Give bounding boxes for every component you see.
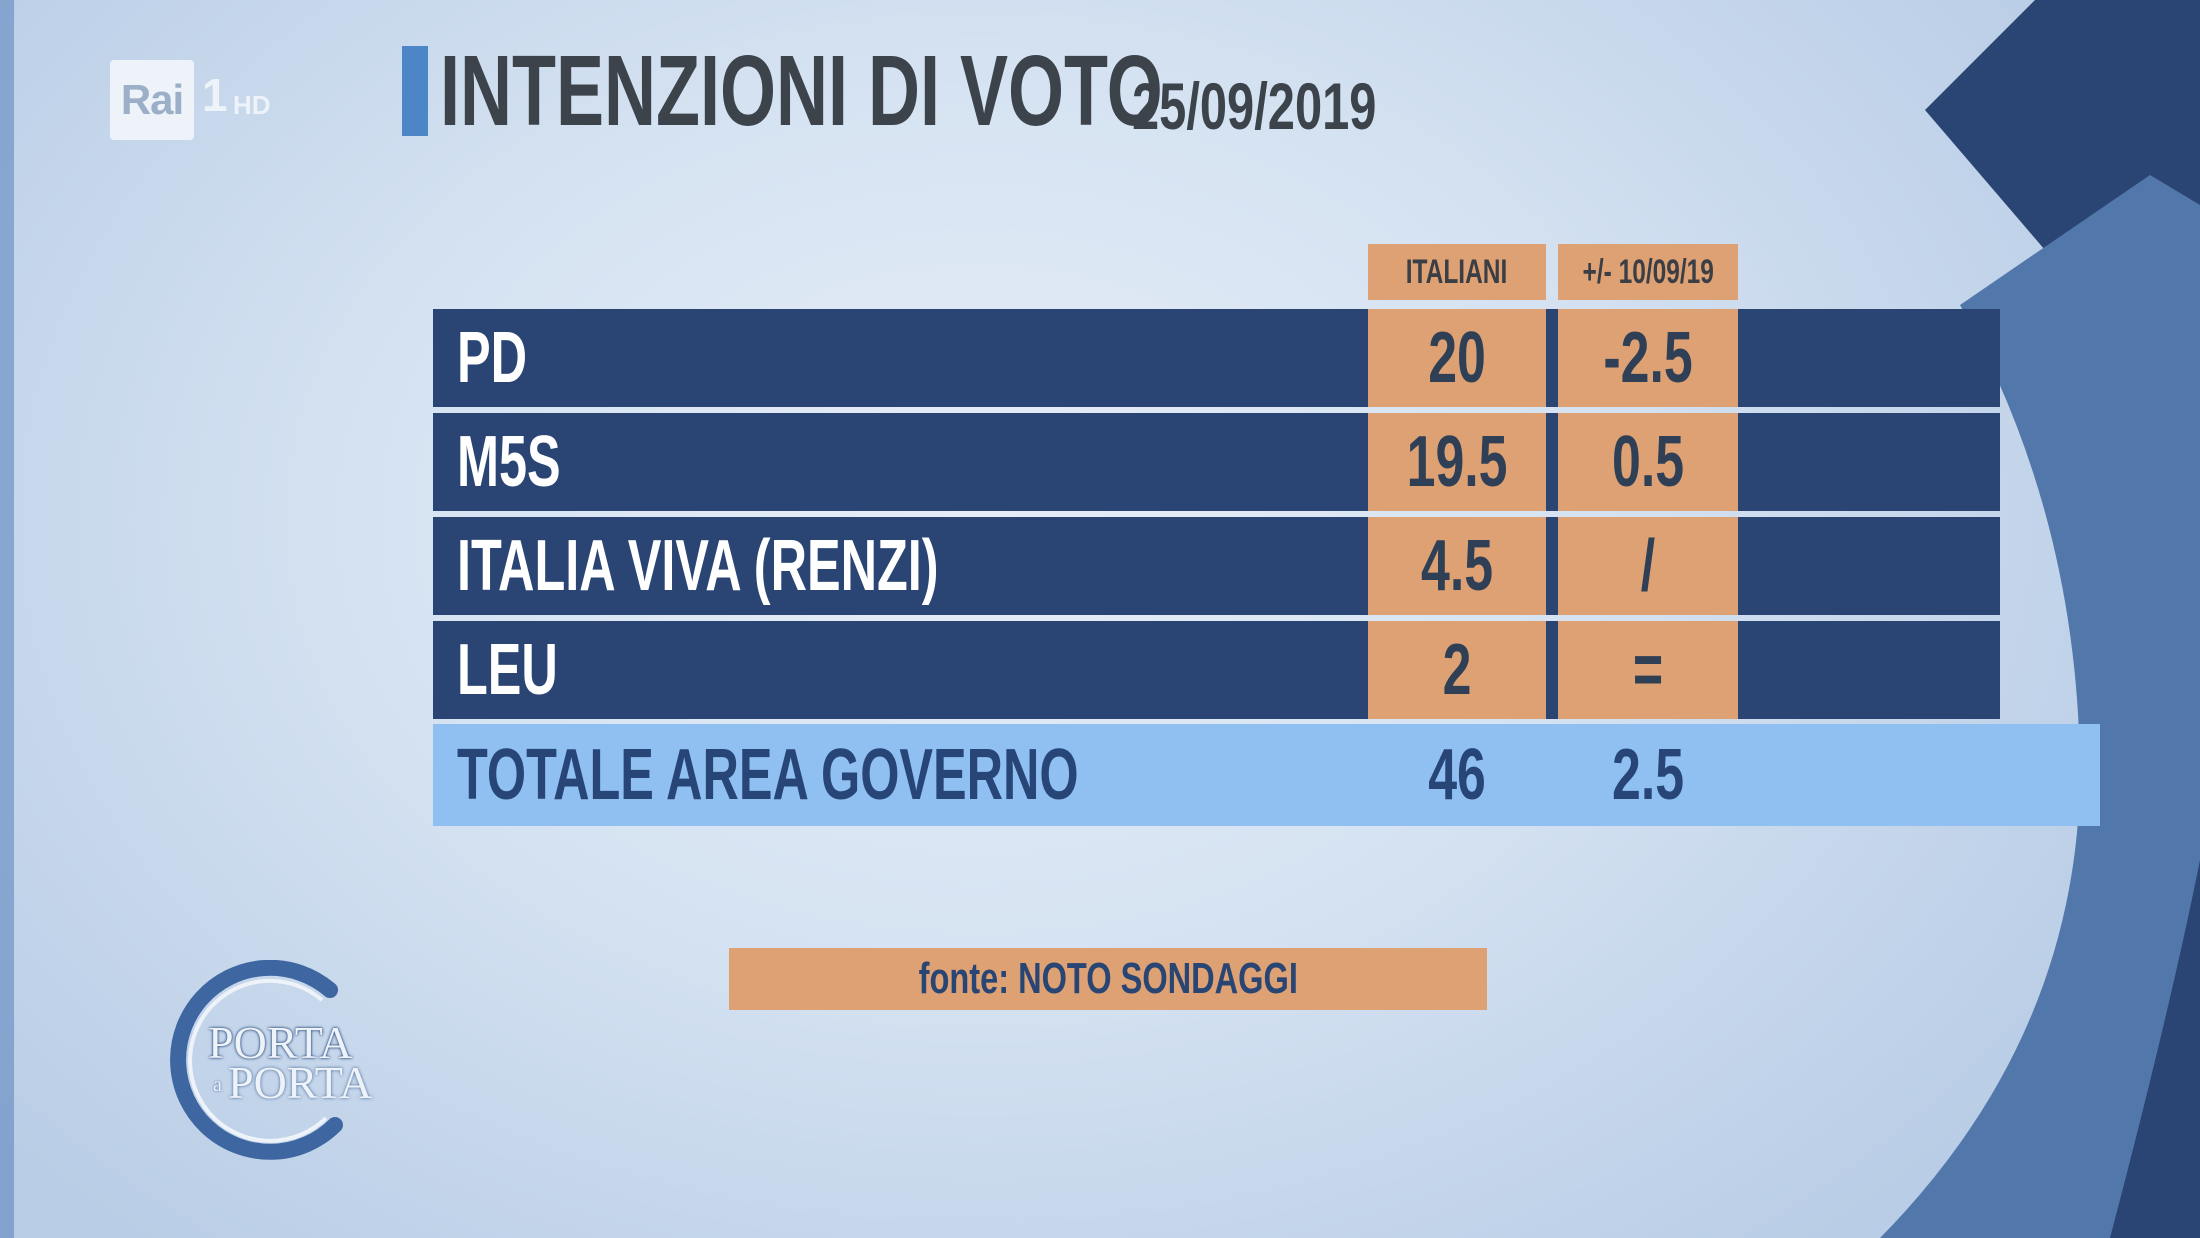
table-row: M5S 19.5 0.5: [433, 413, 2000, 511]
value-cell-italiani: 4.5: [1368, 517, 1546, 615]
value-cell-delta: =: [1558, 621, 1738, 719]
party-label: M5S: [457, 422, 561, 502]
source-note: fonte: NOTO SONDAGGI: [729, 948, 1487, 1010]
show-logo-ring-outer: [170, 960, 343, 1160]
channel-number: 1: [202, 69, 228, 121]
channel-brand: Rai: [120, 76, 184, 123]
right-arc-shape: [1880, 175, 2200, 1238]
column-header-delta: +/- 10/09/19: [1558, 244, 1738, 300]
value-delta: -2.5: [1603, 318, 1693, 398]
value-delta: /: [1640, 526, 1656, 606]
party-label: PD: [457, 318, 528, 398]
poll-date: 25/09/2019: [1132, 69, 1377, 143]
total-label: TOTALE AREA GOVERNO: [457, 735, 1079, 815]
title-accent-bar: [402, 46, 428, 136]
table-row: ITALIA VIVA (RENZI) 4.5 /: [433, 517, 2000, 615]
show-logo-line2: PORTA: [228, 1057, 373, 1108]
page-title: INTENZIONI DI VOTO: [440, 35, 1163, 147]
total-delta: 2.5: [1611, 735, 1685, 815]
total-row: TOTALE AREA GOVERNO 46 2.5: [433, 724, 2100, 826]
value-italiani: 20: [1428, 318, 1486, 398]
value-delta: =: [1632, 630, 1664, 710]
value-delta: 0.5: [1611, 422, 1685, 502]
show-logo-ring: [170, 960, 343, 1160]
value-italiani: 2: [1442, 630, 1472, 710]
value-cell-delta: 0.5: [1558, 413, 1738, 511]
value-italiani: 19.5: [1406, 422, 1508, 502]
total-cell-delta: 2.5: [1558, 724, 1738, 826]
channel-logo: Rai: [110, 60, 194, 140]
show-logo-ring-highlight: [188, 978, 328, 1143]
table-row: PD 20 -2.5: [433, 309, 2000, 407]
show-logo-line1: PORTA: [208, 1017, 353, 1068]
source-text: fonte: NOTO SONDAGGI: [918, 954, 1298, 1003]
total-cell-italiani: 46: [1368, 724, 1546, 826]
value-cell-delta: /: [1558, 517, 1738, 615]
column-header-label: +/- 10/09/19: [1582, 252, 1714, 291]
value-italiani: 4.5: [1420, 526, 1494, 606]
value-cell-delta: -2.5: [1558, 309, 1738, 407]
column-header-italiani: ITALIANI: [1368, 244, 1546, 300]
value-cell-italiani: 19.5: [1368, 413, 1546, 511]
show-logo-connector: a: [213, 1074, 222, 1096]
value-cell-italiani: 2: [1368, 621, 1546, 719]
channel-quality: HD: [233, 90, 271, 120]
right-arc-inner: [2110, 860, 2200, 1238]
value-cell-italiani: 20: [1368, 309, 1546, 407]
party-label: ITALIA VIVA (RENZI): [457, 526, 939, 606]
party-label: LEU: [457, 630, 558, 710]
table-row: LEU 2 =: [433, 621, 2000, 719]
column-header-label: ITALIANI: [1406, 252, 1508, 291]
total-italiani: 46: [1428, 735, 1486, 815]
left-edge: [0, 0, 14, 1238]
